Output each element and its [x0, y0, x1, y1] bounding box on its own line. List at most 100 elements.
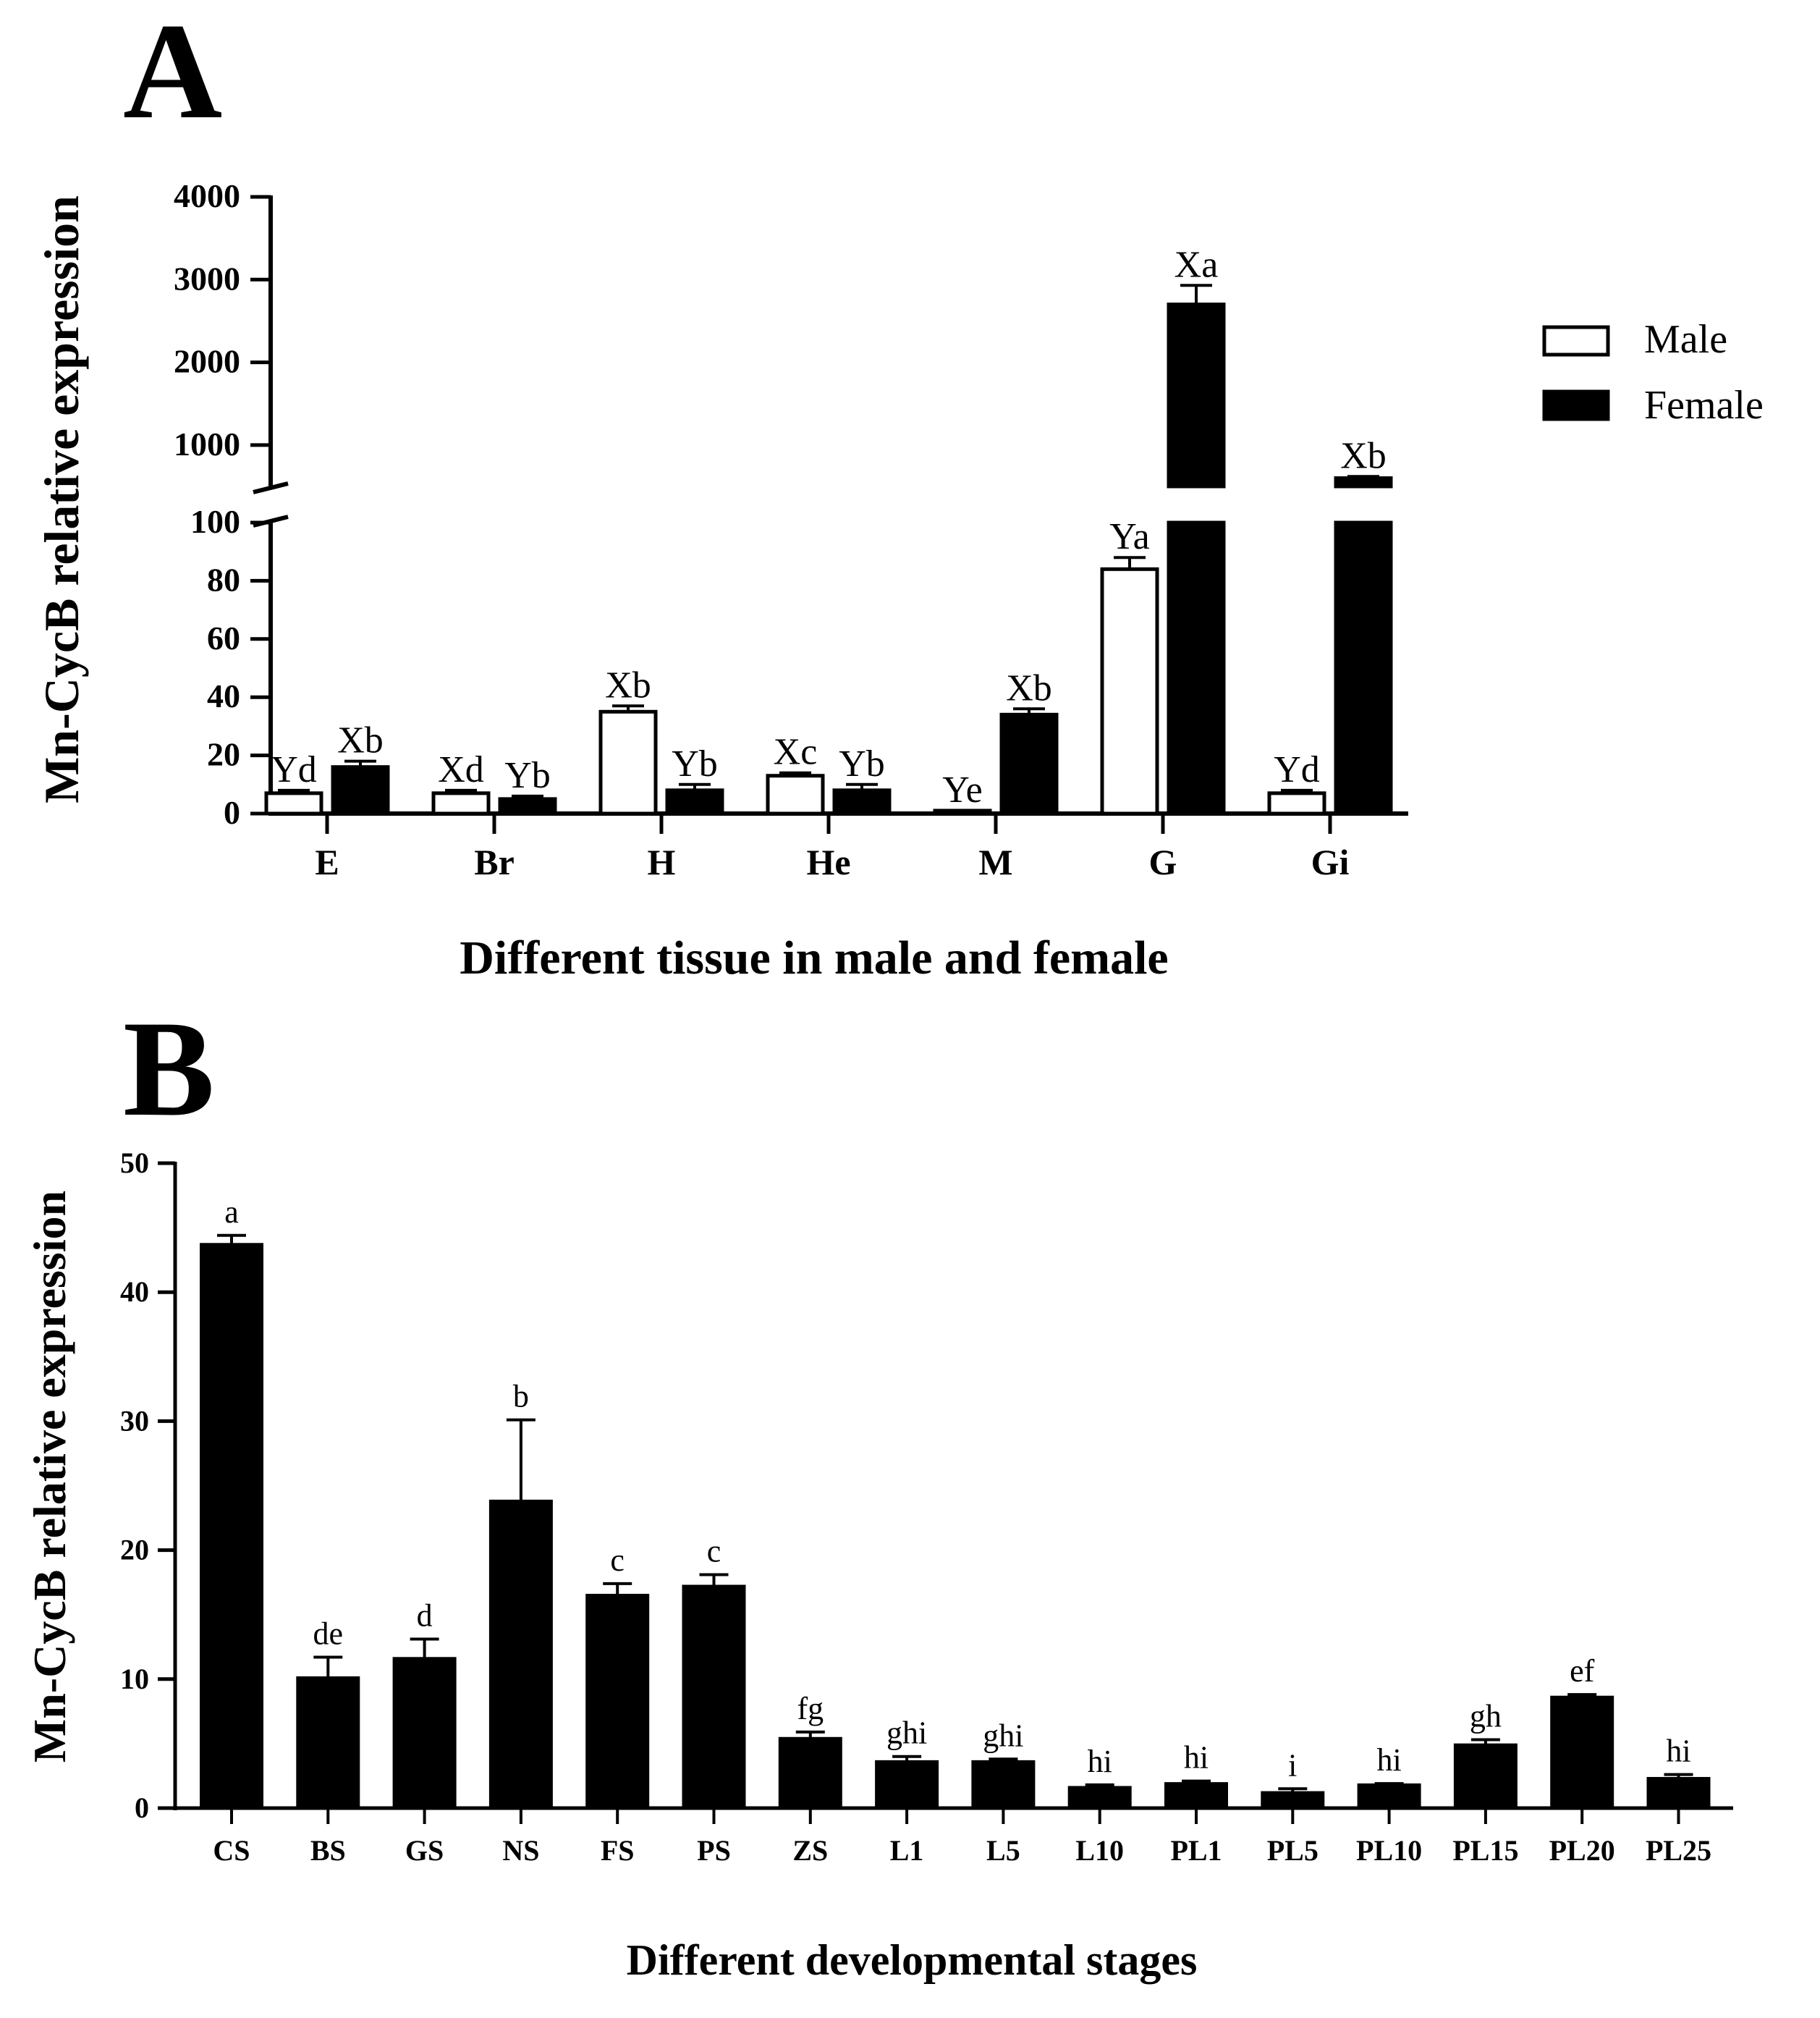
- significance-label: hi: [1666, 1734, 1690, 1769]
- bar: [1067, 1786, 1132, 1810]
- legend-swatch-female: [1542, 389, 1610, 421]
- bar-male: [933, 809, 992, 816]
- bar-female: [331, 765, 390, 816]
- bar-female-upper: [1167, 303, 1226, 489]
- bar: [1646, 1777, 1711, 1810]
- panel-b-y-axis-label: Mn-CycB relative expression: [24, 1191, 75, 1762]
- x-tick-label: GS: [405, 1834, 444, 1867]
- significance-label: Yd: [271, 749, 317, 790]
- x-tick-label: BS: [310, 1834, 346, 1867]
- bar-male: [598, 709, 658, 816]
- x-tick-label: M: [978, 842, 1012, 882]
- bar: [296, 1676, 360, 1810]
- significance-label: hi: [1376, 1742, 1401, 1778]
- significance-label: Xb: [337, 720, 384, 761]
- significance-label: b: [513, 1379, 529, 1414]
- bar: [778, 1736, 842, 1810]
- y-tick-label: 40: [120, 1275, 149, 1308]
- bar: [585, 1593, 650, 1810]
- panel-a-axis-break-upper: [253, 481, 289, 494]
- panel-b: B Mn-CycB relative expression Different …: [24, 993, 1733, 1984]
- significance-label: c: [610, 1542, 625, 1578]
- y-tick-label: 50: [120, 1147, 149, 1179]
- bar-male: [1267, 791, 1326, 816]
- x-tick-label: L10: [1075, 1834, 1124, 1867]
- legend-label-male: Male: [1644, 317, 1727, 362]
- bar: [682, 1584, 746, 1810]
- x-tick-label: PS: [697, 1834, 731, 1867]
- bar: [1261, 1791, 1325, 1810]
- significance-label: fg: [797, 1691, 824, 1726]
- bar: [392, 1657, 457, 1810]
- x-tick-label: L1: [890, 1834, 924, 1867]
- x-tick-label: L5: [986, 1834, 1020, 1867]
- significance-label: c: [707, 1533, 721, 1569]
- significance-label: Xc: [774, 732, 818, 773]
- y-tick-label: 30: [120, 1404, 149, 1437]
- bar-female: [1334, 520, 1393, 816]
- bar: [971, 1760, 1036, 1810]
- panel-a-y-ticks: 0 20 40 60 80 100 1000 2000 3000 4000: [174, 177, 271, 831]
- y-tick-label: 1000: [174, 426, 240, 463]
- y-tick-label: 0: [135, 1791, 149, 1824]
- x-tick-label: He: [806, 842, 850, 882]
- panel-b-bars: a de d b c c fg ghi ghi hi hi i hi gh ef hi: [200, 1194, 1711, 1810]
- legend-label-female: Female: [1644, 383, 1764, 428]
- significance-label: hi: [1088, 1744, 1112, 1779]
- panel-b-y-ticks: 0 10 20 30 40 50: [120, 1147, 175, 1824]
- y-tick-label: 60: [207, 620, 240, 657]
- bar-female: [665, 788, 724, 816]
- panel-a-axes: [253, 195, 1408, 816]
- significance-label: Ya: [1109, 516, 1149, 557]
- bar-female: [832, 788, 892, 816]
- bar: [488, 1499, 553, 1810]
- bar-female: [999, 712, 1059, 816]
- bar: [1453, 1743, 1518, 1810]
- panel-a-bars: Yd Xb Xd Yb Xb Yb Xc Yb Ye Xb Ya Xa Yd Xb: [264, 244, 1393, 816]
- y-tick-label: 20: [207, 736, 240, 773]
- significance-label: Xd: [438, 749, 484, 790]
- panel-label-a: A: [123, 0, 222, 148]
- legend-swatch-male: [1542, 325, 1610, 357]
- y-tick-label: 100: [190, 503, 240, 540]
- x-tick-label: H: [648, 842, 676, 882]
- y-tick-label: 80: [207, 561, 240, 598]
- significance-label: hi: [1184, 1740, 1209, 1776]
- panel-a-x-ticks: E Br H He M G Gi: [315, 814, 1349, 882]
- x-tick-label: PL20: [1549, 1834, 1615, 1867]
- bar-male: [431, 791, 491, 816]
- x-tick-label: FS: [601, 1834, 635, 1867]
- significance-label: Xb: [605, 664, 651, 706]
- bar-female: [498, 797, 557, 816]
- significance-label: Xa: [1174, 244, 1219, 285]
- panel-a-legend: Male Female: [1542, 317, 1764, 428]
- y-tick-label: 40: [207, 677, 240, 714]
- bar-female-upper: [1334, 476, 1393, 489]
- bar: [1164, 1782, 1228, 1810]
- significance-label: ghi: [983, 1718, 1023, 1753]
- significance-label: Xb: [1340, 435, 1387, 476]
- x-tick-label: G: [1149, 842, 1177, 882]
- y-tick-label: 10: [120, 1663, 149, 1695]
- x-tick-label: Gi: [1311, 842, 1350, 882]
- y-tick-label: 3000: [174, 260, 240, 297]
- bar: [1357, 1783, 1421, 1810]
- x-tick-label: ZS: [792, 1834, 828, 1867]
- y-tick-label: 0: [224, 794, 240, 831]
- significance-label: Yb: [504, 755, 551, 796]
- significance-label: ghi: [886, 1715, 927, 1751]
- bar-female: [1167, 520, 1226, 816]
- x-tick-label: PL5: [1267, 1834, 1319, 1867]
- bar-male: [264, 791, 323, 816]
- significance-label: a: [224, 1194, 239, 1230]
- panel-a: A Mn-CycB relative expression Different …: [34, 0, 1764, 984]
- significance-label: ef: [1570, 1653, 1595, 1689]
- x-tick-label: NS: [502, 1834, 539, 1867]
- panel-label-b: B: [123, 993, 215, 1145]
- significance-label: gh: [1470, 1699, 1502, 1734]
- significance-label: i: [1288, 1747, 1297, 1783]
- y-tick-label: 20: [120, 1534, 149, 1566]
- x-tick-label: E: [315, 842, 339, 882]
- x-tick-label: PL25: [1646, 1834, 1711, 1867]
